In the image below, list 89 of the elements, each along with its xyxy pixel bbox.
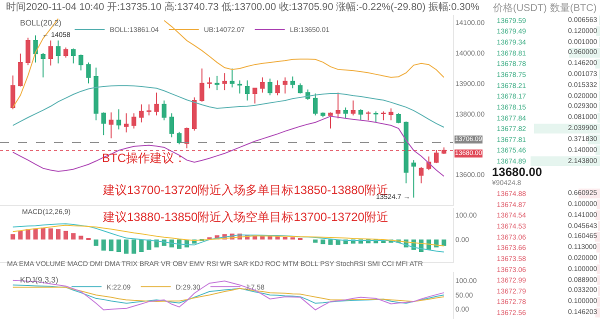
candlestick	[343, 106, 348, 119]
candlestick	[411, 160, 416, 198]
bar	[18, 230, 23, 240]
candlestick	[268, 78, 272, 96]
bar	[78, 236, 84, 240]
bar	[40, 228, 46, 240]
candlestick	[328, 112, 333, 129]
candlestick	[78, 54, 84, 71]
bar	[101, 240, 106, 251]
legend-title: KDJ(9,3,3)	[20, 276, 59, 285]
candlestick	[124, 112, 129, 133]
candlestick	[214, 75, 220, 91]
candlestick	[358, 108, 364, 121]
candlestick	[237, 80, 242, 94]
text: 时间2020-11-04 10:40 开:13735.10 高:13740.73 低:13700.00 收:13705.90 涨幅:-0.22%(-29.80) 振幅:0.30%	[6, 1, 480, 13]
bar	[33, 228, 38, 240]
candlestick	[56, 40, 61, 64]
candlestick	[10, 75, 16, 110]
line-series	[12, 224, 444, 246]
bar	[268, 236, 272, 240]
candlestick	[48, 40, 54, 66]
bar	[71, 233, 76, 240]
bar	[313, 240, 318, 243]
bar	[48, 228, 53, 240]
candlestick	[350, 100, 356, 116]
bar	[56, 229, 60, 240]
candlestick	[176, 131, 182, 145]
candlestick	[374, 110, 378, 123]
bar	[328, 240, 333, 245]
candlestick	[290, 76, 296, 89]
candlestick	[252, 88, 258, 104]
candlestick	[336, 92, 340, 119]
candlestick	[162, 100, 166, 121]
candlestick	[169, 112, 174, 138]
candlestick	[282, 76, 288, 94]
candlestick	[154, 92, 159, 116]
candlestick	[388, 108, 394, 121]
candlestick	[396, 112, 401, 124]
bar	[64, 230, 68, 240]
line-series	[12, 223, 444, 253]
bar	[442, 240, 446, 246]
candlestick	[404, 120, 408, 184]
candlestick	[86, 62, 91, 84]
candlestick	[200, 68, 204, 102]
bar	[94, 240, 98, 246]
candlestick	[320, 112, 326, 118]
bar	[132, 240, 136, 254]
candlestick	[71, 48, 76, 64]
candlestick	[26, 37, 30, 66]
candlestick	[33, 34, 38, 63]
annotation: 建议13880-13850附近入场空单目标13700-13720附近	[102, 210, 388, 224]
candlestick	[366, 110, 371, 121]
candlestick	[298, 82, 303, 94]
text: 13680.00	[492, 165, 542, 179]
annotation: BTC操作建议：	[102, 151, 186, 165]
line-series	[12, 85, 444, 128]
x-axis-title: 价格(USDT)	[492, 2, 547, 14]
bar	[320, 240, 326, 244]
candlestick	[207, 76, 212, 89]
candlestick	[146, 104, 152, 116]
candlestick	[40, 52, 46, 78]
bar	[108, 240, 114, 252]
candlestick	[94, 67, 98, 121]
candlestick	[18, 53, 23, 87]
candlestick	[116, 108, 122, 130]
candlestick	[101, 112, 106, 136]
candlestick	[139, 104, 144, 123]
candlestick	[260, 76, 265, 94]
candlestick	[244, 80, 250, 101]
candlestick	[381, 110, 386, 121]
bar	[10, 234, 16, 240]
candlestick	[313, 92, 318, 116]
bar	[139, 240, 144, 252]
y-axis-title: 数量(BTC)	[550, 3, 597, 14]
candlestick	[184, 127, 190, 149]
bar	[530, 156, 600, 166]
line-series	[12, 116, 444, 177]
candlestick	[230, 68, 235, 88]
bar	[116, 240, 121, 252]
candlestick	[108, 112, 114, 139]
candlestick	[192, 96, 197, 132]
bar	[26, 229, 30, 240]
candlestick	[63, 47, 68, 58]
candlestick	[132, 112, 136, 129]
candlestick	[275, 80, 280, 96]
bar	[124, 240, 129, 254]
candlestick	[222, 72, 227, 91]
bar	[146, 240, 152, 250]
candlestick	[418, 166, 424, 184]
